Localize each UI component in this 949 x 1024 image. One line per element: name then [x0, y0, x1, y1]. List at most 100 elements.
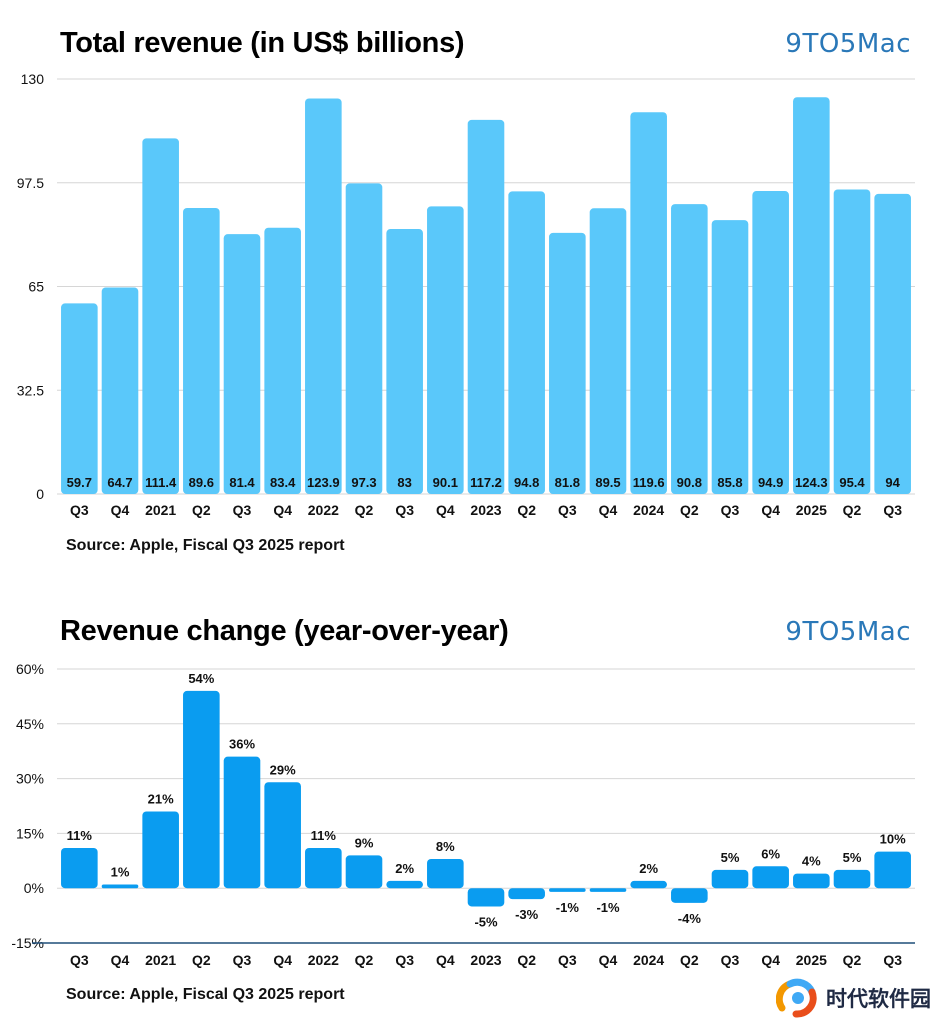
- x-tick-label: Q2: [192, 502, 211, 518]
- x-tick-label: 2022: [308, 952, 339, 968]
- y-tick-label: 45%: [16, 716, 44, 732]
- x-tick-label: Q2: [355, 952, 374, 968]
- bar: [630, 112, 667, 494]
- bar: [671, 888, 708, 903]
- bar: [549, 888, 586, 892]
- x-tick-label: 2025: [796, 502, 827, 518]
- data-label: 90.8: [677, 475, 702, 490]
- bar: [345, 183, 383, 494]
- x-tick-label: Q4: [111, 502, 130, 518]
- x-tick-label: Q2: [843, 952, 862, 968]
- x-tick-label: Q4: [599, 952, 618, 968]
- data-label: 85.8: [717, 475, 742, 490]
- bar: [101, 884, 139, 889]
- bar: [264, 782, 301, 889]
- y-tick-label: 65: [28, 279, 44, 295]
- x-tick-label: Q3: [558, 502, 577, 518]
- bar: [183, 207, 220, 494]
- bar: [630, 880, 667, 889]
- bar: [264, 227, 301, 494]
- data-label: 119.6: [633, 475, 665, 490]
- data-label: 36%: [229, 737, 255, 752]
- data-label: 64.7: [107, 475, 132, 490]
- data-label: -1%: [596, 900, 620, 915]
- brand-logo-top: 9TO5Mac: [785, 29, 911, 59]
- data-label: -3%: [515, 907, 539, 922]
- bar: [874, 193, 911, 494]
- x-tick-label: Q2: [680, 502, 699, 518]
- x-tick-label: Q4: [273, 952, 292, 968]
- x-tick-label: 2024: [633, 502, 664, 518]
- watermark-text: 时代软件园: [826, 987, 931, 1011]
- bottom-chart-title: Revenue change (year-over-year): [60, 615, 509, 647]
- x-tick-label: Q3: [233, 502, 252, 518]
- data-label: 2%: [395, 861, 414, 876]
- x-tick-label: Q3: [233, 952, 252, 968]
- bar: [101, 287, 139, 494]
- bottom-source-note: Source: Apple, Fiscal Q3 2025 report: [66, 986, 345, 1003]
- data-label: 4%: [802, 854, 821, 869]
- brand-logo-bottom: 9TO5Mac: [785, 617, 911, 647]
- bar: [793, 97, 830, 494]
- data-label: 54%: [188, 671, 214, 686]
- data-label: 123.9: [307, 475, 340, 490]
- data-label: 5%: [721, 850, 740, 865]
- x-tick-label: Q2: [517, 952, 536, 968]
- data-label: 59.7: [67, 475, 92, 490]
- data-label: 83.4: [270, 475, 296, 490]
- bar: [142, 811, 179, 889]
- data-label: 29%: [270, 762, 296, 777]
- bar: [874, 851, 911, 889]
- y-tick-label: 30%: [16, 771, 44, 787]
- x-tick-label: Q3: [883, 952, 902, 968]
- x-tick-label: Q2: [680, 952, 699, 968]
- x-tick-label: 2022: [308, 502, 339, 518]
- x-tick-label: Q4: [436, 952, 455, 968]
- data-label: 97.3: [351, 475, 376, 490]
- data-label: 94.9: [758, 475, 783, 490]
- top-source-note: Source: Apple, Fiscal Q3 2025 report: [66, 537, 345, 554]
- watermark: 时代软件园: [776, 978, 931, 1018]
- data-label: 94.8: [514, 475, 539, 490]
- y-tick-label: 15%: [16, 825, 44, 841]
- bar: [752, 866, 789, 889]
- data-label: 89.5: [595, 475, 620, 490]
- bar: [61, 848, 98, 889]
- x-tick-label: Q3: [70, 502, 89, 518]
- data-label: 89.6: [189, 475, 214, 490]
- bar: [671, 204, 708, 494]
- x-tick-label: Q4: [273, 502, 292, 518]
- y-tick-label: 97.5: [17, 175, 44, 191]
- data-label: 124.3: [795, 475, 828, 490]
- y-tick-label: -15%: [11, 935, 44, 951]
- data-label: -1%: [556, 900, 580, 915]
- x-tick-label: Q3: [395, 502, 414, 518]
- bar: [305, 98, 342, 494]
- bar: [711, 220, 749, 494]
- data-label: -5%: [474, 914, 498, 929]
- bar: [427, 858, 464, 889]
- data-label: 1%: [111, 865, 130, 880]
- data-label: 83: [397, 475, 411, 490]
- x-tick-label: Q2: [843, 502, 862, 518]
- x-tick-label: Q3: [70, 952, 89, 968]
- x-tick-label: 2021: [145, 502, 176, 518]
- revenue-change-bar-chart: -15% 0% 15% 30% 45% 60% 11% Q3 1% Q4 21% 2021 54% Q2 3…: [11, 661, 915, 968]
- x-tick-label: Q3: [721, 952, 740, 968]
- data-label: 111.4: [145, 475, 177, 490]
- data-label: 8%: [436, 839, 455, 854]
- bar: [833, 869, 871, 889]
- x-tick-label: Q4: [761, 952, 780, 968]
- bar: [549, 232, 586, 494]
- x-tick-label: Q4: [111, 952, 130, 968]
- bar: [508, 191, 545, 494]
- bar: [142, 138, 179, 494]
- data-label: 10%: [880, 832, 906, 847]
- x-tick-label: Q4: [761, 502, 780, 518]
- data-label: 95.4: [839, 475, 865, 490]
- data-label: 81.4: [229, 475, 255, 490]
- x-tick-label: Q3: [395, 952, 414, 968]
- x-tick-label: 2021: [145, 952, 176, 968]
- x-tick-label: Q3: [721, 502, 740, 518]
- x-tick-label: 2023: [470, 502, 501, 518]
